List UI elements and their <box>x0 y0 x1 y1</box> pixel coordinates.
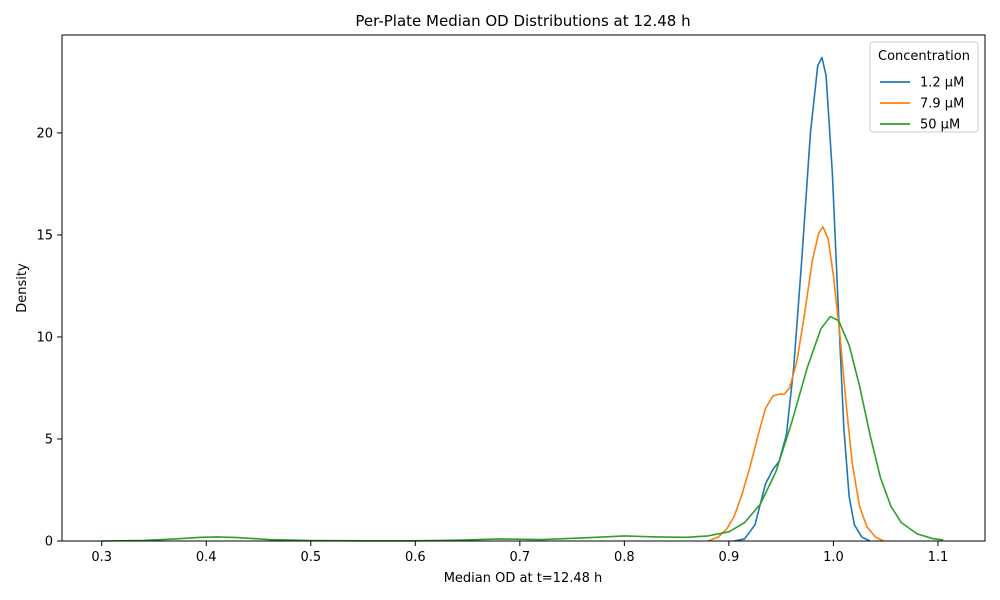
y-tick-label: 20 <box>36 126 53 141</box>
x-tick-label: 0.3 <box>91 550 112 565</box>
x-tick-label: 0.6 <box>405 550 426 565</box>
legend-label-2: 7.9 µM <box>920 97 964 112</box>
plot-frame <box>61 34 986 542</box>
y-tick-label: 15 <box>36 228 53 243</box>
series-line-1 <box>733 56 871 542</box>
series-line-2 <box>707 225 884 542</box>
legend-label-1: 1.2 µM <box>920 76 964 91</box>
y-tick-label: 10 <box>36 330 53 345</box>
y-tick-label: 5 <box>45 432 53 447</box>
y-tick-label: 0 <box>45 535 53 550</box>
series-line-3 <box>101 315 944 542</box>
plot-area <box>61 34 986 542</box>
x-axis: 0.3 0.4 0.5 0.6 0.7 0.8 0.9 1.0 1.1 <box>91 541 948 565</box>
y-axis-label: Density <box>15 263 30 313</box>
legend-box <box>869 41 979 133</box>
y-axis: 0 5 10 15 20 <box>36 126 62 550</box>
x-tick-label: 1.0 <box>823 550 844 565</box>
x-axis-label: Median OD at t=12.48 h <box>444 571 603 586</box>
legend-label-3: 50 µM <box>920 118 960 133</box>
x-tick-label: 0.8 <box>614 550 635 565</box>
chart-title: Per-Plate Median OD Distributions at 12.… <box>355 12 690 30</box>
legend: Concentration 1.2 µM 7.9 µM 50 µM <box>869 41 979 133</box>
x-tick-label: 0.5 <box>300 550 321 565</box>
legend-title: Concentration <box>878 49 970 64</box>
x-tick-label: 1.1 <box>928 550 949 565</box>
x-tick-label: 0.7 <box>509 550 530 565</box>
x-tick-label: 0.9 <box>719 550 740 565</box>
x-tick-label: 0.4 <box>196 550 217 565</box>
